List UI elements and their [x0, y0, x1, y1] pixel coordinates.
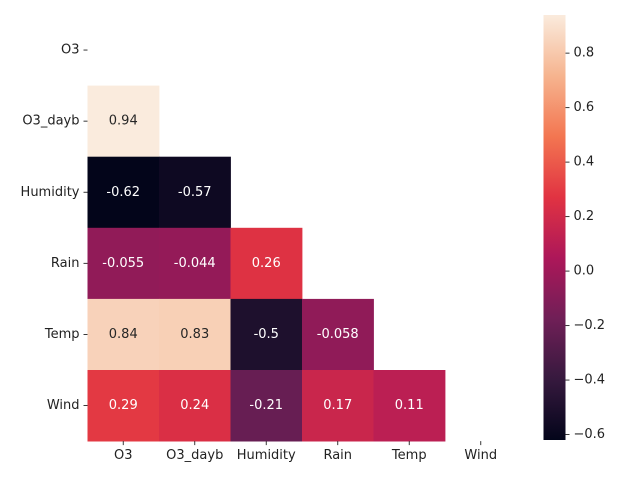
heatmap-cell [230, 298, 303, 371]
colorbar-tick-label: −0.2 [574, 318, 606, 333]
cell-value-label: 0.17 [323, 398, 352, 413]
colorbar-tick-label: 0.0 [574, 264, 595, 279]
y-tick-label: Humidity [21, 185, 80, 200]
cell-value-label: -0.21 [249, 398, 283, 413]
heatmap-cell [159, 370, 231, 442]
cell-value-label: -0.57 [178, 185, 212, 200]
colorbar-tick-label: 0.6 [574, 100, 595, 115]
heatmap-cell [302, 298, 374, 371]
colorbar [543, 15, 566, 440]
colorbar-tick-label: −0.4 [574, 373, 606, 388]
cell-value-label: 0.29 [109, 398, 138, 413]
y-tick-label: Rain [51, 256, 80, 271]
cell-value-label: 0.11 [395, 398, 424, 413]
heatmap-cell [302, 370, 374, 442]
heatmap-cell [159, 298, 231, 371]
cell-value-label: 0.24 [180, 398, 209, 413]
heatmap-cell [87, 227, 160, 300]
colorbar-tick-label: 0.4 [574, 155, 595, 170]
cell-value-label: -0.058 [317, 327, 359, 342]
heatmap-cell [159, 156, 231, 229]
cell-value-label: 0.83 [180, 327, 209, 342]
y-tick-label: Temp [44, 327, 80, 342]
x-tick-label: Wind [464, 448, 497, 463]
x-tick-label: Rain [323, 448, 352, 463]
x-tick-label: Temp [391, 448, 427, 463]
colorbar-tick-label: −0.6 [574, 427, 606, 442]
heatmap-cell [159, 227, 231, 300]
heatmap-cell [230, 370, 303, 442]
cell-value-label: 0.84 [109, 327, 138, 342]
heatmap-cell [373, 370, 446, 442]
y-tick-label: O3_dayb [22, 114, 79, 129]
x-tick-label: O3_dayb [166, 448, 223, 463]
colorbar-tick-label: 0.2 [574, 209, 595, 224]
y-tick-label: O3 [61, 43, 80, 58]
cell-value-label: 0.26 [252, 256, 281, 271]
y-tick-label: Wind [47, 398, 80, 413]
x-tick-label: Humidity [237, 448, 296, 463]
cell-value-label: 0.94 [109, 114, 138, 129]
heatmap-cell [87, 85, 160, 158]
colorbar-tick-label: 0.8 [574, 46, 595, 61]
cell-value-label: -0.62 [106, 185, 140, 200]
heatmap-cell [87, 298, 160, 371]
x-tick-label: O3 [114, 448, 133, 463]
heatmap-cell [87, 370, 160, 442]
cell-value-label: -0.5 [254, 327, 279, 342]
cell-value-label: -0.044 [174, 256, 216, 271]
heatmap-cell [230, 227, 303, 300]
heatmap-cell [87, 156, 160, 229]
cell-value-label: -0.055 [102, 256, 144, 271]
